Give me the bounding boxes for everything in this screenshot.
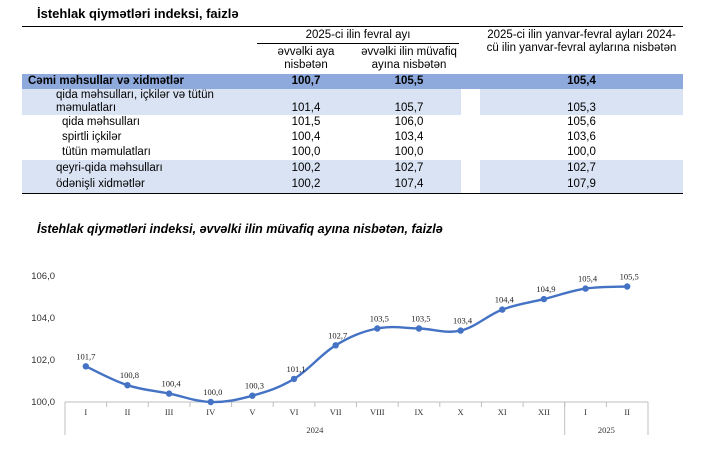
table-row: qeyri-qida məhsulları 100,2 102,7 102,7 [22,160,684,176]
table-row: qida məhsulları 101,5 106,0 105,6 [22,115,683,130]
row-value: 107,9 [480,176,684,194]
data-point [540,295,548,303]
data-label: 100,0 [203,387,222,397]
table-row: Cəmi məhsullar və xidmətlər 100,7 105,5 … [22,74,684,89]
data-point [124,382,131,389]
row-value: 105,7 [357,89,462,115]
row-value: 102,7 [357,160,462,176]
x-tick-label: III [165,407,174,417]
data-point [374,325,381,332]
table-row: spirtli içkilər 100,4 103,4 103,6 [22,130,683,145]
group-label: 2025 [598,425,615,435]
y-tick-label: 104,0 [31,313,55,324]
group-label: 2024 [306,425,324,435]
x-tick-label: XI [498,407,507,417]
row-value: 102,7 [480,160,684,176]
x-tick-label: II [624,407,630,417]
x-tick-label: VIII [370,407,385,417]
row-value: 105,6 [567,116,596,128]
header-col1: əvvəlki aya nisbətən [277,46,335,71]
x-tick-label: II [125,407,131,417]
table-row: qida məhsulları, içkilər və tütün məmula… [22,89,684,115]
x-tick-label: X [458,407,464,417]
row-label: qeyri-qida məhsulları [22,160,255,176]
x-tick-label: I [584,407,587,417]
data-label: 104,9 [536,284,555,294]
row-value: 100,7 [255,74,357,89]
data-label: 105,4 [578,274,598,284]
data-label: 100,3 [245,381,264,391]
row-value: 100,2 [255,176,357,194]
row-value: 105,5 [357,74,462,89]
data-label: 103,5 [411,314,430,324]
data-label: 103,5 [370,314,389,324]
row-label: qida məhsulları [62,116,140,128]
data-label: 105,5 [620,272,639,282]
row-value: 103,4 [394,131,424,143]
data-label: 102,7 [328,330,347,340]
header-col2: əvvəlki ilin müvafiq ayına nisbətən [361,46,457,71]
data-label: 104,4 [495,295,515,305]
row-value: 100,4 [291,131,321,143]
data-point [415,325,423,332]
data-label: 103,4 [453,316,473,326]
row-label: Cəmi məhsullar və xidmətlər [22,74,255,89]
data-point [499,306,506,313]
data-label: 100,4 [162,379,182,389]
data-label: 100,8 [120,370,139,380]
y-tick-label: 102,0 [31,355,55,366]
row-value: 103,6 [567,131,596,143]
data-point [332,342,339,349]
cpi-table: 2025-ci ilin fevral ayı 2025-ci ilin yan… [22,26,684,194]
row-label: spirtli içkilər [62,131,122,143]
data-point [623,283,631,290]
x-tick-label: IV [206,407,216,417]
data-point [582,285,589,292]
x-tick-label: V [249,407,256,417]
data-label: 101,7 [76,351,95,361]
x-tick-label: VI [290,407,299,417]
data-point [165,390,173,397]
row-label: qida məhsulları, içkilər və tütün məmula… [22,89,255,115]
row-value: 100,0 [567,146,596,158]
y-tick-label: 106,0 [31,271,55,282]
data-point [82,363,90,370]
data-point [290,375,298,383]
x-tick-label: IX [414,407,423,417]
row-label: tütün məmulatları [62,146,151,158]
row-value: 101,5 [291,116,321,128]
y-tick-label: 100,0 [31,397,55,408]
header-col3: 2025-ci ilin yanvar-fevral ayları 2024-c… [480,26,684,74]
row-value: 107,4 [357,176,462,194]
row-label: ödənişli xidmətlər [22,176,255,194]
row-value: 100,0 [291,146,321,158]
x-tick-label: VII [330,407,342,417]
row-value: 105,3 [480,89,684,115]
chart-title: İstehlak qiymətləri indeksi, əvvəlki ili… [37,222,443,236]
row-value: 106,0 [394,116,424,128]
table-row: tütün məmulatları 100,0 100,0 100,0 [22,145,683,160]
series-line [85,285,628,404]
data-point [249,392,256,399]
data-label: 101,1 [286,364,305,374]
table-row: ödənişli xidmətlər 100,2 107,4 107,9 [22,176,684,194]
table-title: İstehlak qiymətləri indeksi, faizlə [37,6,239,21]
data-point [457,327,464,334]
data-point [207,398,214,406]
row-value: 100,2 [255,160,357,176]
x-tick-label: I [84,407,87,417]
header-group: 2025-ci ilin fevral ayı [257,29,460,44]
row-value: 100,0 [394,146,424,158]
row-value: 101,4 [255,89,357,115]
row-value: 105,4 [480,74,684,89]
x-tick-label: XII [538,407,550,417]
